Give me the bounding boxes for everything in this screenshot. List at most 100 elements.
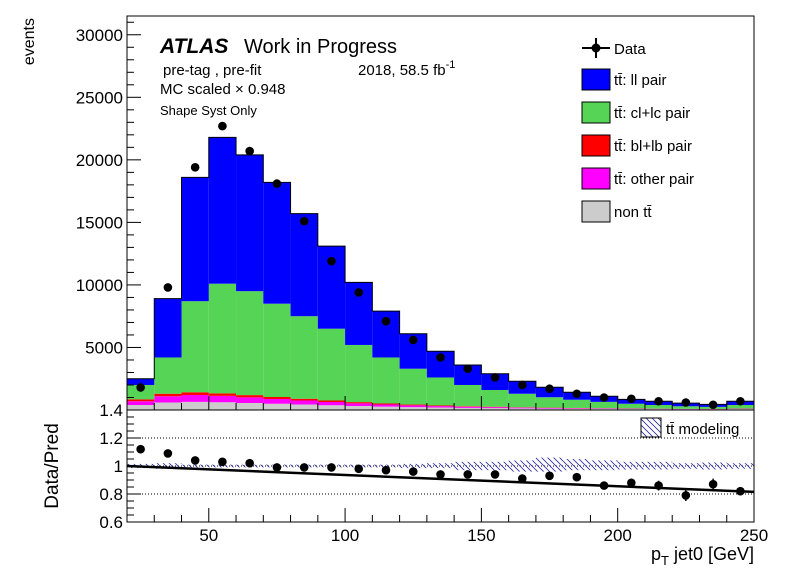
ratio-band-bin-1 bbox=[154, 463, 182, 469]
y-axis-label: events bbox=[21, 18, 38, 65]
bar-nontt-bin-5 bbox=[263, 403, 291, 410]
main-y-ticks: 5000 10000 15000 20000 25000 30000 bbox=[76, 21, 141, 411]
bar-cl-bin-0 bbox=[127, 384, 155, 400]
main-panel: 5000 10000 15000 20000 25000 30000 events ATL… bbox=[21, 15, 755, 411]
bar-nontt-bin-11 bbox=[426, 407, 455, 410]
ratio-legend-label: tt̄ modeling bbox=[666, 421, 739, 438]
data-point-16 bbox=[572, 389, 582, 399]
bar-ll-bin-4 bbox=[236, 154, 264, 292]
ratio-ytick-label-1.2: 1.2 bbox=[99, 429, 123, 448]
bar-cl-bin-13 bbox=[481, 389, 509, 407]
main-ytick-label-20000: 20000 bbox=[76, 151, 123, 170]
bar-other-bin-12 bbox=[454, 406, 482, 408]
ratio-point-16 bbox=[572, 472, 582, 482]
bar-bl-bin-6 bbox=[290, 398, 318, 401]
mc-scale-label: MC scaled × 0.948 bbox=[160, 81, 286, 98]
bar-other-bin-15 bbox=[535, 407, 564, 409]
ratio-y-axis-label: Data/Pred bbox=[42, 423, 63, 509]
bar-cl-bin-6 bbox=[290, 316, 318, 399]
bar-cl-bin-7 bbox=[317, 328, 346, 401]
legend-label-bl: tt̄: bl+lb pair bbox=[614, 138, 692, 155]
ratio-point-22 bbox=[736, 486, 745, 496]
ratio-band-bin-17 bbox=[590, 460, 618, 471]
bar-cl-bin-5 bbox=[263, 303, 291, 397]
stack-outline bbox=[126, 136, 754, 410]
bar-cl-bin-2 bbox=[181, 301, 209, 393]
ratio-point-21 bbox=[708, 479, 718, 489]
data-point-20 bbox=[681, 398, 691, 407]
legend-swatch-other bbox=[581, 167, 611, 190]
bar-bl-bin-10 bbox=[399, 404, 427, 406]
legend-label-other: tt̄: other pair bbox=[614, 171, 694, 188]
data-point-8 bbox=[354, 288, 364, 297]
ratio-legend-swatch bbox=[640, 417, 662, 438]
bar-other-bin-6 bbox=[290, 400, 318, 405]
data-point-21 bbox=[708, 400, 718, 410]
data-point-4 bbox=[245, 146, 254, 156]
bar-ll-bin-12 bbox=[454, 364, 482, 385]
bar-ll-bin-2 bbox=[181, 177, 209, 302]
ratio-band-bin-18 bbox=[617, 461, 645, 470]
bar-bl-bin-0 bbox=[127, 399, 155, 402]
ratio-point-6 bbox=[299, 463, 309, 472]
ratio-legend: tt̄ modeling bbox=[640, 417, 739, 438]
bar-bl-bin-3 bbox=[208, 393, 237, 396]
legend-label-cl: tt̄: cl+lc pair bbox=[614, 105, 690, 122]
ratio-panel: 0.6 0.8 1 1.2 1.4 50 100 150 200 250 Data/Pred t… bbox=[42, 401, 768, 568]
xtick-label-100: 100 bbox=[331, 526, 359, 545]
lumi-label: 2018, 58.5 fb-1 bbox=[358, 59, 455, 79]
bar-nontt-bin-22 bbox=[726, 408, 754, 410]
syst-label: Shape Syst Only bbox=[160, 103, 257, 118]
xtick-label-50: 50 bbox=[199, 526, 218, 545]
ratio-band-bin-11 bbox=[426, 463, 455, 469]
legend-swatch-bl bbox=[581, 134, 611, 157]
bar-cl-bin-15 bbox=[535, 397, 564, 408]
ratio-point-15 bbox=[545, 471, 554, 481]
ratio-x-ticks: 50 100 150 200 250 bbox=[126, 508, 768, 545]
main-ytick-label-10000: 10000 bbox=[76, 276, 123, 295]
ratio-ytick-label-0.6: 0.6 bbox=[99, 513, 123, 532]
ratio-band-bin-13 bbox=[481, 461, 509, 471]
data-point-12 bbox=[463, 364, 473, 374]
ratio-point-8 bbox=[354, 464, 364, 474]
bar-cl-bin-10 bbox=[399, 368, 427, 405]
bar-nontt-bin-18 bbox=[617, 408, 645, 410]
legend-item-ll: tt̄: ll pair bbox=[581, 68, 667, 91]
bar-nontt-bin-13 bbox=[481, 408, 509, 410]
ratio-point-2 bbox=[190, 456, 200, 465]
xtick-label-200: 200 bbox=[604, 526, 632, 545]
bar-ll-bin-6 bbox=[290, 213, 318, 317]
data-point-5 bbox=[272, 179, 282, 188]
main-legend: Data tt̄: ll pair tt̄: cl+lc pair tt̄: b… bbox=[581, 38, 694, 223]
ratio-point-20 bbox=[681, 491, 691, 500]
bar-nontt-bin-4 bbox=[236, 402, 264, 410]
bar-cl-bin-8 bbox=[345, 344, 373, 403]
x-axis-label-rest: jet0 [GeV] bbox=[669, 544, 754, 564]
bar-other-bin-2 bbox=[181, 394, 209, 402]
ratio-fit-line bbox=[126, 464, 755, 494]
ratio-ytick-label-1: 1 bbox=[114, 457, 123, 476]
ratio-band-bin-2 bbox=[181, 464, 209, 468]
xtick-label-250: 250 bbox=[740, 526, 768, 545]
ratio-point-4 bbox=[245, 458, 254, 468]
data-point-6 bbox=[299, 216, 309, 226]
bar-other-bin-14 bbox=[508, 407, 536, 409]
ratio-point-19 bbox=[654, 481, 663, 490]
ratio-band-bin-21 bbox=[699, 462, 727, 470]
legend-swatch-ll bbox=[581, 68, 611, 91]
legend-swatch-nontt bbox=[581, 200, 611, 223]
x-axis-label: pT jet0 [GeV] bbox=[651, 544, 754, 568]
ratio-ytick-label-0.8: 0.8 bbox=[99, 485, 123, 504]
bar-cl-bin-19 bbox=[644, 404, 673, 409]
bar-nontt-bin-6 bbox=[290, 404, 318, 410]
ratio-point-18 bbox=[627, 478, 636, 488]
data-point-10 bbox=[408, 335, 418, 345]
legend-item-data: Data bbox=[582, 38, 646, 58]
lumi-superscript: -1 bbox=[446, 59, 456, 71]
ratio-point-1 bbox=[163, 449, 173, 458]
bar-cl-bin-3 bbox=[208, 283, 237, 394]
ratio-points bbox=[136, 444, 745, 501]
data-point-7 bbox=[327, 256, 336, 266]
ratio-point-11 bbox=[436, 470, 445, 479]
